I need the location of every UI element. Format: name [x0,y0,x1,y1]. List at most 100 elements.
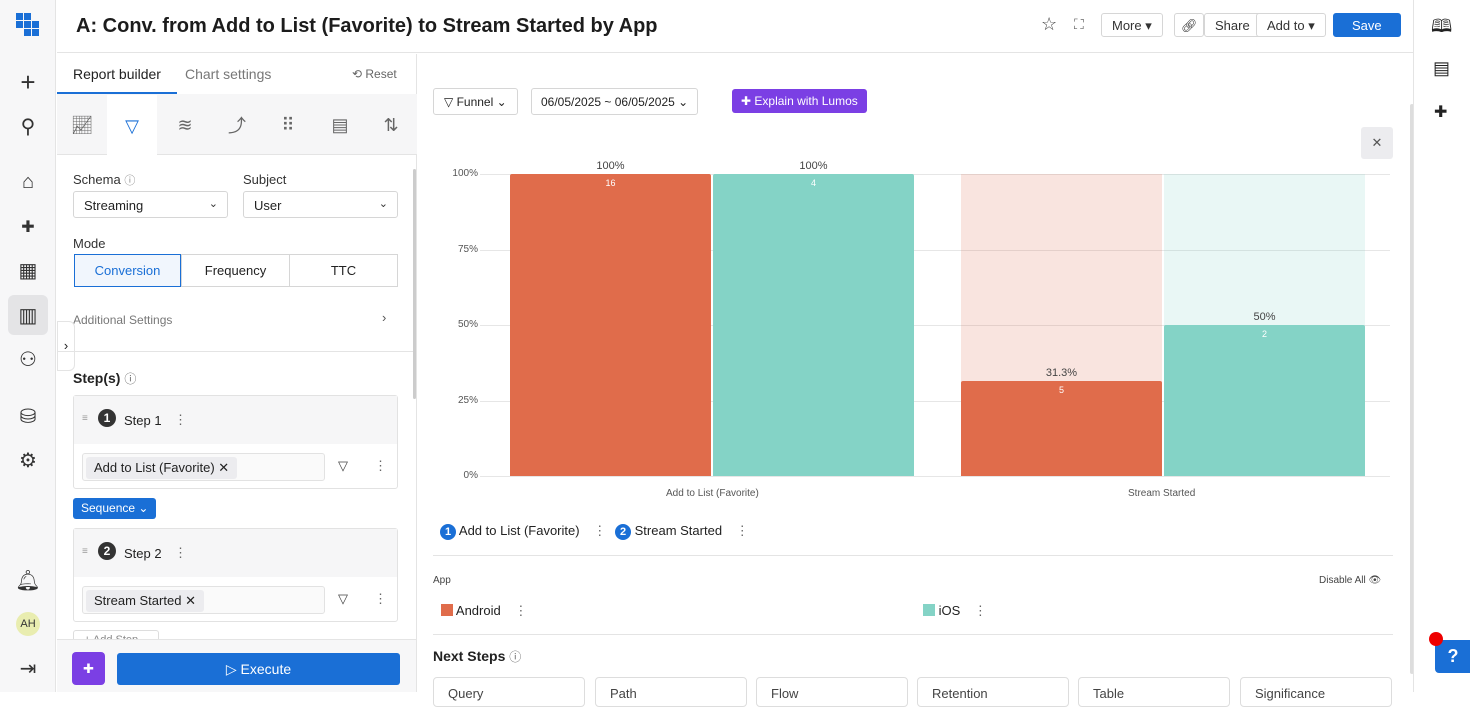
drag-handle-icon[interactable]: ≡ [82,546,88,557]
ios-swatch [923,604,935,616]
more-icon[interactable]: ⋮ [735,523,749,538]
mode-frequency[interactable]: Frequency [181,254,290,287]
scrollbar[interactable] [413,169,416,399]
info-icon: ⓘ [124,175,136,187]
add-step-button[interactable]: + Add Step [73,630,159,640]
link-icon[interactable]: 🔗︎ [1174,13,1204,37]
info-icon: ⓘ [509,650,522,664]
expand-handle[interactable]: › [57,321,75,371]
main-scrollbar[interactable] [1410,104,1414,674]
more-button[interactable]: More ▾ [1101,13,1163,37]
execute-label: Execute [240,661,292,677]
lumos-button[interactable]: ✚ [72,652,105,685]
insights-icon[interactable]: 📈︎ [70,114,94,135]
data-label: 31.3% [1045,367,1078,380]
lumos-icon[interactable]: ✚ [1434,104,1448,121]
more-icon[interactable]: ⋮ [174,545,187,560]
share-button[interactable]: Share [1204,13,1261,37]
tab-chart-settings[interactable]: Chart settings [185,66,272,82]
sequence-label: Sequence [81,501,136,515]
settings-icon[interactable]: ⚙ [19,449,37,472]
avatar[interactable]: AH [8,604,48,644]
event-pill: Stream Started ✕ [86,590,204,612]
filter-icon[interactable]: ▽ [338,458,348,473]
book-icon[interactable]: 🕮 [1431,16,1453,36]
plus-icon[interactable]: + [20,66,36,97]
date-range-picker[interactable]: 06/05/2025 ~ 06/05/2025 ⌄ [531,88,699,115]
event-select[interactable]: Stream Started ✕ [82,586,325,614]
flow-icon[interactable]: ≋ [177,114,193,135]
lumos-icon[interactable]: ✚ [21,219,35,236]
sequence-button[interactable]: Sequence ⌄ [73,498,157,519]
step-legend-2[interactable]: 2 Stream Started ⋮ [615,523,749,540]
y-tick-label: 100% [452,168,478,179]
event-select[interactable]: Add to List (Favorite) ✕ [82,453,325,481]
more-icon[interactable]: ⋮ [514,603,528,618]
mode-conversion[interactable]: Conversion [74,254,181,287]
execute-button[interactable]: ▷ Execute [117,653,400,685]
home-icon[interactable]: ⌂ [21,170,35,193]
save-button[interactable]: Save [1333,13,1401,37]
subject-select[interactable]: User ⌄ [243,191,398,218]
add-to-button[interactable]: Add to ▾ [1256,13,1326,37]
help-button[interactable]: ? [1435,640,1470,673]
avatar-initials: AH [16,612,40,636]
app-logo-icon[interactable] [8,5,48,45]
disable-all-button[interactable]: Disable All 👁︎ [1319,575,1381,586]
notes-icon[interactable]: ▤ [1433,58,1451,78]
star-icon[interactable]: ☆ [1041,14,1058,34]
tab-report-builder[interactable]: Report builder [73,66,161,82]
more-icon[interactable]: ⋮ [973,603,987,618]
step-number: 2 [615,524,631,540]
next-step-card-path[interactable]: Path [595,677,747,707]
more-icon[interactable]: ⋮ [174,412,187,427]
remove-icon[interactable]: ✕ [185,593,196,608]
step-name[interactable]: Step 1 [124,413,162,428]
schema-select[interactable]: Streaming ⌄ [73,191,228,218]
retention-icon[interactable]: ⠿ [281,114,295,135]
collapse-icon[interactable]: ⇥ [19,657,37,680]
reset-label: Reset [365,67,397,81]
bell-icon[interactable]: 🔔︎ [15,569,41,592]
close-icon[interactable]: ✕ [1361,127,1393,159]
path-icon[interactable]: ⤴ [228,116,246,136]
explain-lumos-button[interactable]: ✚ Explain with Lumos [732,89,867,113]
step-legend-1[interactable]: 1 Add to List (Favorite) ⋮ [440,523,606,540]
significance-icon[interactable]: ⇅ [383,114,399,135]
more-icon[interactable]: ⋮ [593,523,607,538]
disable-all-label: Disable All [1319,575,1366,586]
next-step-card-table[interactable]: Table [1078,677,1230,707]
legend-item-ios[interactable]: iOS ⋮ [923,603,987,619]
remove-icon[interactable]: ✕ [218,460,230,475]
chart-type-select[interactable]: ▽ Funnel ⌄ [433,88,518,115]
right-rail: 🕮 ▤ ✚ ? [1413,0,1470,692]
event-name: Stream Started [94,593,182,608]
next-step-card-flow[interactable]: Flow [756,677,908,707]
drag-handle-icon[interactable]: ≡ [82,413,88,424]
more-icon[interactable]: ⋮ [374,458,387,473]
legend-label: Android [455,603,501,618]
users-icon[interactable]: ⚇ [19,348,37,371]
group-label: App [433,575,451,586]
mode-ttc[interactable]: TTC [289,254,398,287]
legend-item-android[interactable]: Android ⋮ [441,603,527,619]
next-step-card-retention[interactable]: Retention [917,677,1069,707]
next-step-card-query[interactable]: Query [433,677,585,707]
more-icon[interactable]: ⋮ [374,591,387,606]
fullscreen-icon[interactable]: ⛶ [1074,16,1084,32]
funnel-icon[interactable]: ▽ [107,95,157,157]
additional-settings[interactable]: Additional Settings [73,313,173,327]
filter-icon[interactable]: ▽ [338,591,348,606]
dashboard-icon[interactable]: ▦ [18,259,38,282]
next-step-card-significance[interactable]: Significance [1240,677,1392,707]
database-icon[interactable]: ⛁ [19,405,37,428]
gridline [480,174,1390,175]
step-card-2: ≡ 2 Step 2 ⋮ Stream Started ✕ ▽ ⋮ [73,528,398,622]
reports-icon[interactable]: ▥ [8,295,48,335]
search-icon[interactable]: ⚲ [20,115,36,138]
reset-button[interactable]: ⟲ Reset [352,67,397,81]
step-name[interactable]: Step 2 [124,546,162,561]
chevron-right-icon[interactable]: › [382,310,387,325]
data-label: 100% [596,160,625,172]
table-icon[interactable]: ▤ [331,114,349,135]
